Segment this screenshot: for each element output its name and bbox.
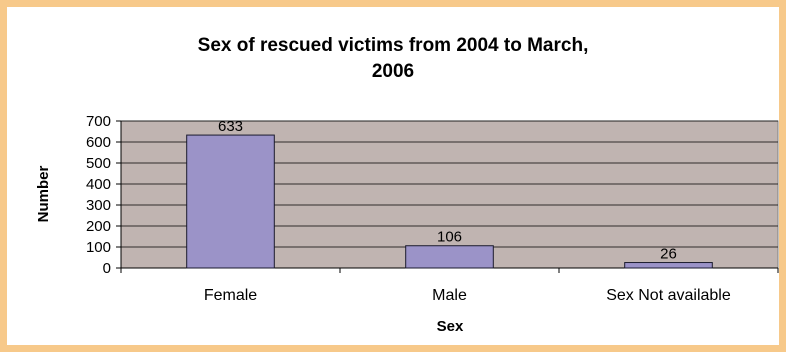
y-tick-label: 600 <box>86 134 111 151</box>
data-label: 26 <box>660 246 677 263</box>
x-tick-label: Sex Not available <box>606 287 731 304</box>
x-tick-label: Male <box>432 287 467 304</box>
y-tick-label: 700 <box>86 113 111 130</box>
y-tick-label: 100 <box>86 239 111 256</box>
data-label: 106 <box>437 229 462 246</box>
y-tick-label: 200 <box>86 218 111 235</box>
data-labels: 633 106 26 <box>218 118 677 262</box>
bar-female <box>186 134 275 269</box>
y-tick-label: 300 <box>86 197 111 214</box>
x-axis-label: Sex <box>437 318 464 335</box>
data-label: 633 <box>218 118 243 135</box>
y-axis-label: Number <box>35 166 52 223</box>
y-tick-label: 0 <box>103 260 111 277</box>
x-tick-label: Female <box>204 287 257 304</box>
y-tick-label: 400 <box>86 176 111 193</box>
y-tick-label: 500 <box>86 155 111 172</box>
chart-title-line2: 2006 <box>372 61 414 82</box>
bar-sex-not-available <box>624 262 713 269</box>
bar-male <box>405 245 494 269</box>
chart-title-line1: Sex of rescued victims from 2004 to Marc… <box>198 35 589 56</box>
x-axis-ticks: Female Male Sex Not available <box>120 268 779 304</box>
bars <box>186 134 713 269</box>
